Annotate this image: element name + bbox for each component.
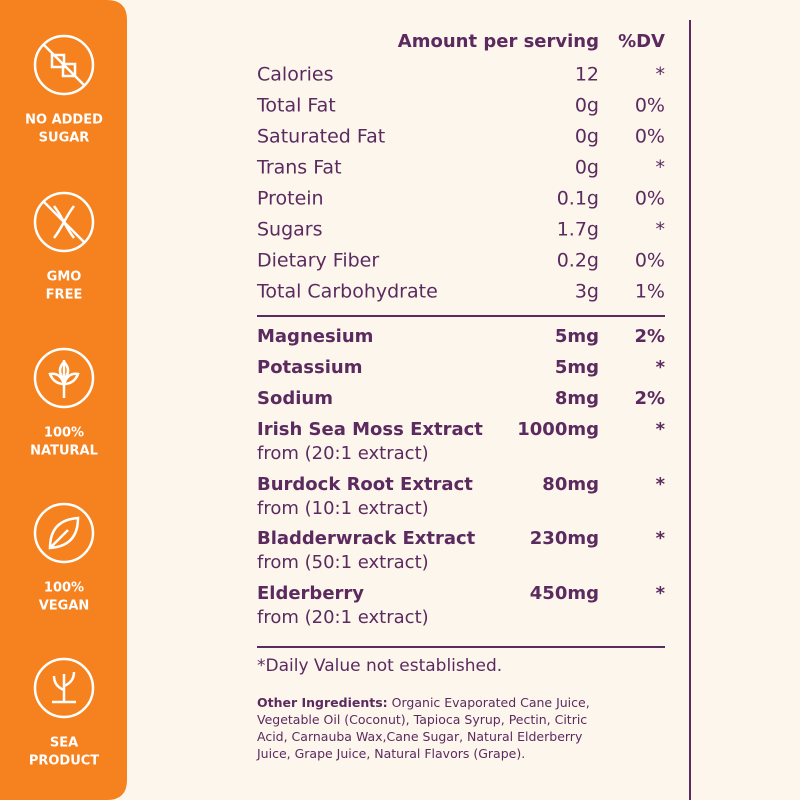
nutrient-dv: 2% bbox=[634, 326, 665, 347]
nutrient-dv: * bbox=[656, 419, 666, 440]
nutrient-name: Total Fat bbox=[256, 95, 336, 117]
nutrient-dv: 1% bbox=[635, 281, 665, 303]
nutrient-name: Burdock Root Extract bbox=[257, 474, 473, 495]
badge-label: SUGAR bbox=[39, 131, 90, 146]
badge-label: 100% bbox=[44, 426, 84, 441]
nutrient-amount: 1000mg bbox=[517, 419, 599, 440]
nutrient-dv: * bbox=[656, 583, 666, 604]
ingredients-line: Acid, Carnauba Wax,Cane Sugar, Natural E… bbox=[257, 729, 583, 744]
no-sugar-icon bbox=[33, 34, 95, 96]
other-ingredients: Other Ingredients: Organic Evaporated Can… bbox=[256, 695, 590, 761]
nutrient-dv: 0% bbox=[635, 250, 665, 272]
nutrient-name: Dietary Fiber bbox=[257, 250, 379, 272]
nutrient-amount: 5mg bbox=[555, 326, 599, 347]
nutrient-dv: * bbox=[656, 219, 666, 241]
gmo-free-icon bbox=[33, 191, 95, 253]
nutrient-amount: 12 bbox=[575, 64, 599, 86]
nutrient-amount: 0g bbox=[575, 126, 599, 148]
sea-icon bbox=[33, 657, 95, 719]
ingredients-line: Juice, Grape Juice, Natural Flavors (Gra… bbox=[256, 746, 525, 761]
nutrient-amount: 0g bbox=[575, 95, 599, 117]
nutrient-dv: 0% bbox=[635, 126, 665, 148]
nutrient-dv: 0% bbox=[635, 95, 665, 117]
ingredients-line: Vegetable Oil (Coconut), Tapioca Syrup, … bbox=[257, 712, 587, 727]
ingredients-line: Organic Evaporated Cane Juice, bbox=[392, 695, 590, 710]
amount-header: Amount per serving bbox=[398, 31, 599, 52]
badge-label: PRODUCT bbox=[29, 754, 99, 769]
extract-source: from (50:1 extract) bbox=[257, 552, 429, 573]
nutrient-name: Total Carbohydrate bbox=[256, 281, 438, 303]
nutrient-amount: 450mg bbox=[530, 583, 599, 604]
nutrient-name: Saturated Fat bbox=[257, 126, 385, 148]
nutrient-name: Trans Fat bbox=[256, 157, 342, 179]
nutrient-name: Sodium bbox=[257, 388, 333, 409]
nutrient-dv: 2% bbox=[634, 388, 665, 409]
nutrient-amount: 3g bbox=[575, 281, 599, 303]
extract-source: from (20:1 extract) bbox=[257, 607, 429, 628]
badge-icons bbox=[33, 34, 95, 719]
nutrient-amount: 80mg bbox=[542, 474, 599, 495]
nutrient-amount: 8mg bbox=[555, 388, 599, 409]
nutrient-amount: 5mg bbox=[555, 357, 599, 378]
extract-source: from (20:1 extract) bbox=[257, 443, 429, 464]
vegan-icon bbox=[33, 502, 95, 564]
badge-label: NATURAL bbox=[30, 444, 98, 459]
nutrient-dv: 0% bbox=[635, 188, 665, 210]
badge-label: VEGAN bbox=[39, 599, 90, 614]
nutrient-name: Bladderwrack Extract bbox=[257, 528, 476, 549]
badge-label: 100% bbox=[44, 581, 84, 596]
nutrient-name: Irish Sea Moss Extract bbox=[257, 419, 483, 440]
badge-label: NO ADDED bbox=[25, 113, 103, 128]
badge-label: GMO bbox=[47, 270, 82, 285]
badge-strip bbox=[0, 0, 127, 800]
nutrient-name: Sugars bbox=[257, 219, 323, 241]
nutrient-name: Protein bbox=[257, 188, 324, 210]
badge-label: SEA bbox=[50, 736, 78, 751]
nutrient-amount: 0.2g bbox=[557, 250, 599, 272]
nutrient-amount: 230mg bbox=[530, 528, 599, 549]
natural-icon bbox=[33, 347, 95, 409]
dv-header: %DV bbox=[618, 31, 665, 52]
extract-source: from (10:1 extract) bbox=[257, 498, 429, 519]
nutrient-dv: * bbox=[656, 474, 666, 495]
ingredients-label: Other Ingredients: bbox=[257, 695, 388, 710]
nutrient-amount: 0g bbox=[575, 157, 599, 179]
nutrient-name: Magnesium bbox=[257, 326, 373, 347]
nutrient-dv: * bbox=[656, 64, 666, 86]
nutrient-amount: 1.7g bbox=[557, 219, 599, 241]
nutrient-name: Calories bbox=[257, 64, 334, 86]
nutrient-dv: * bbox=[656, 528, 666, 549]
nutrient-name: Elderberry bbox=[257, 583, 364, 604]
nutrient-amount: 0.1g bbox=[557, 188, 599, 210]
badge-label: FREE bbox=[46, 288, 83, 303]
nutrient-name: Potassium bbox=[257, 357, 362, 378]
nutrient-dv: * bbox=[656, 157, 666, 179]
footnote: *Daily Value not established. bbox=[257, 656, 502, 676]
nutrient-dv: * bbox=[656, 357, 666, 378]
